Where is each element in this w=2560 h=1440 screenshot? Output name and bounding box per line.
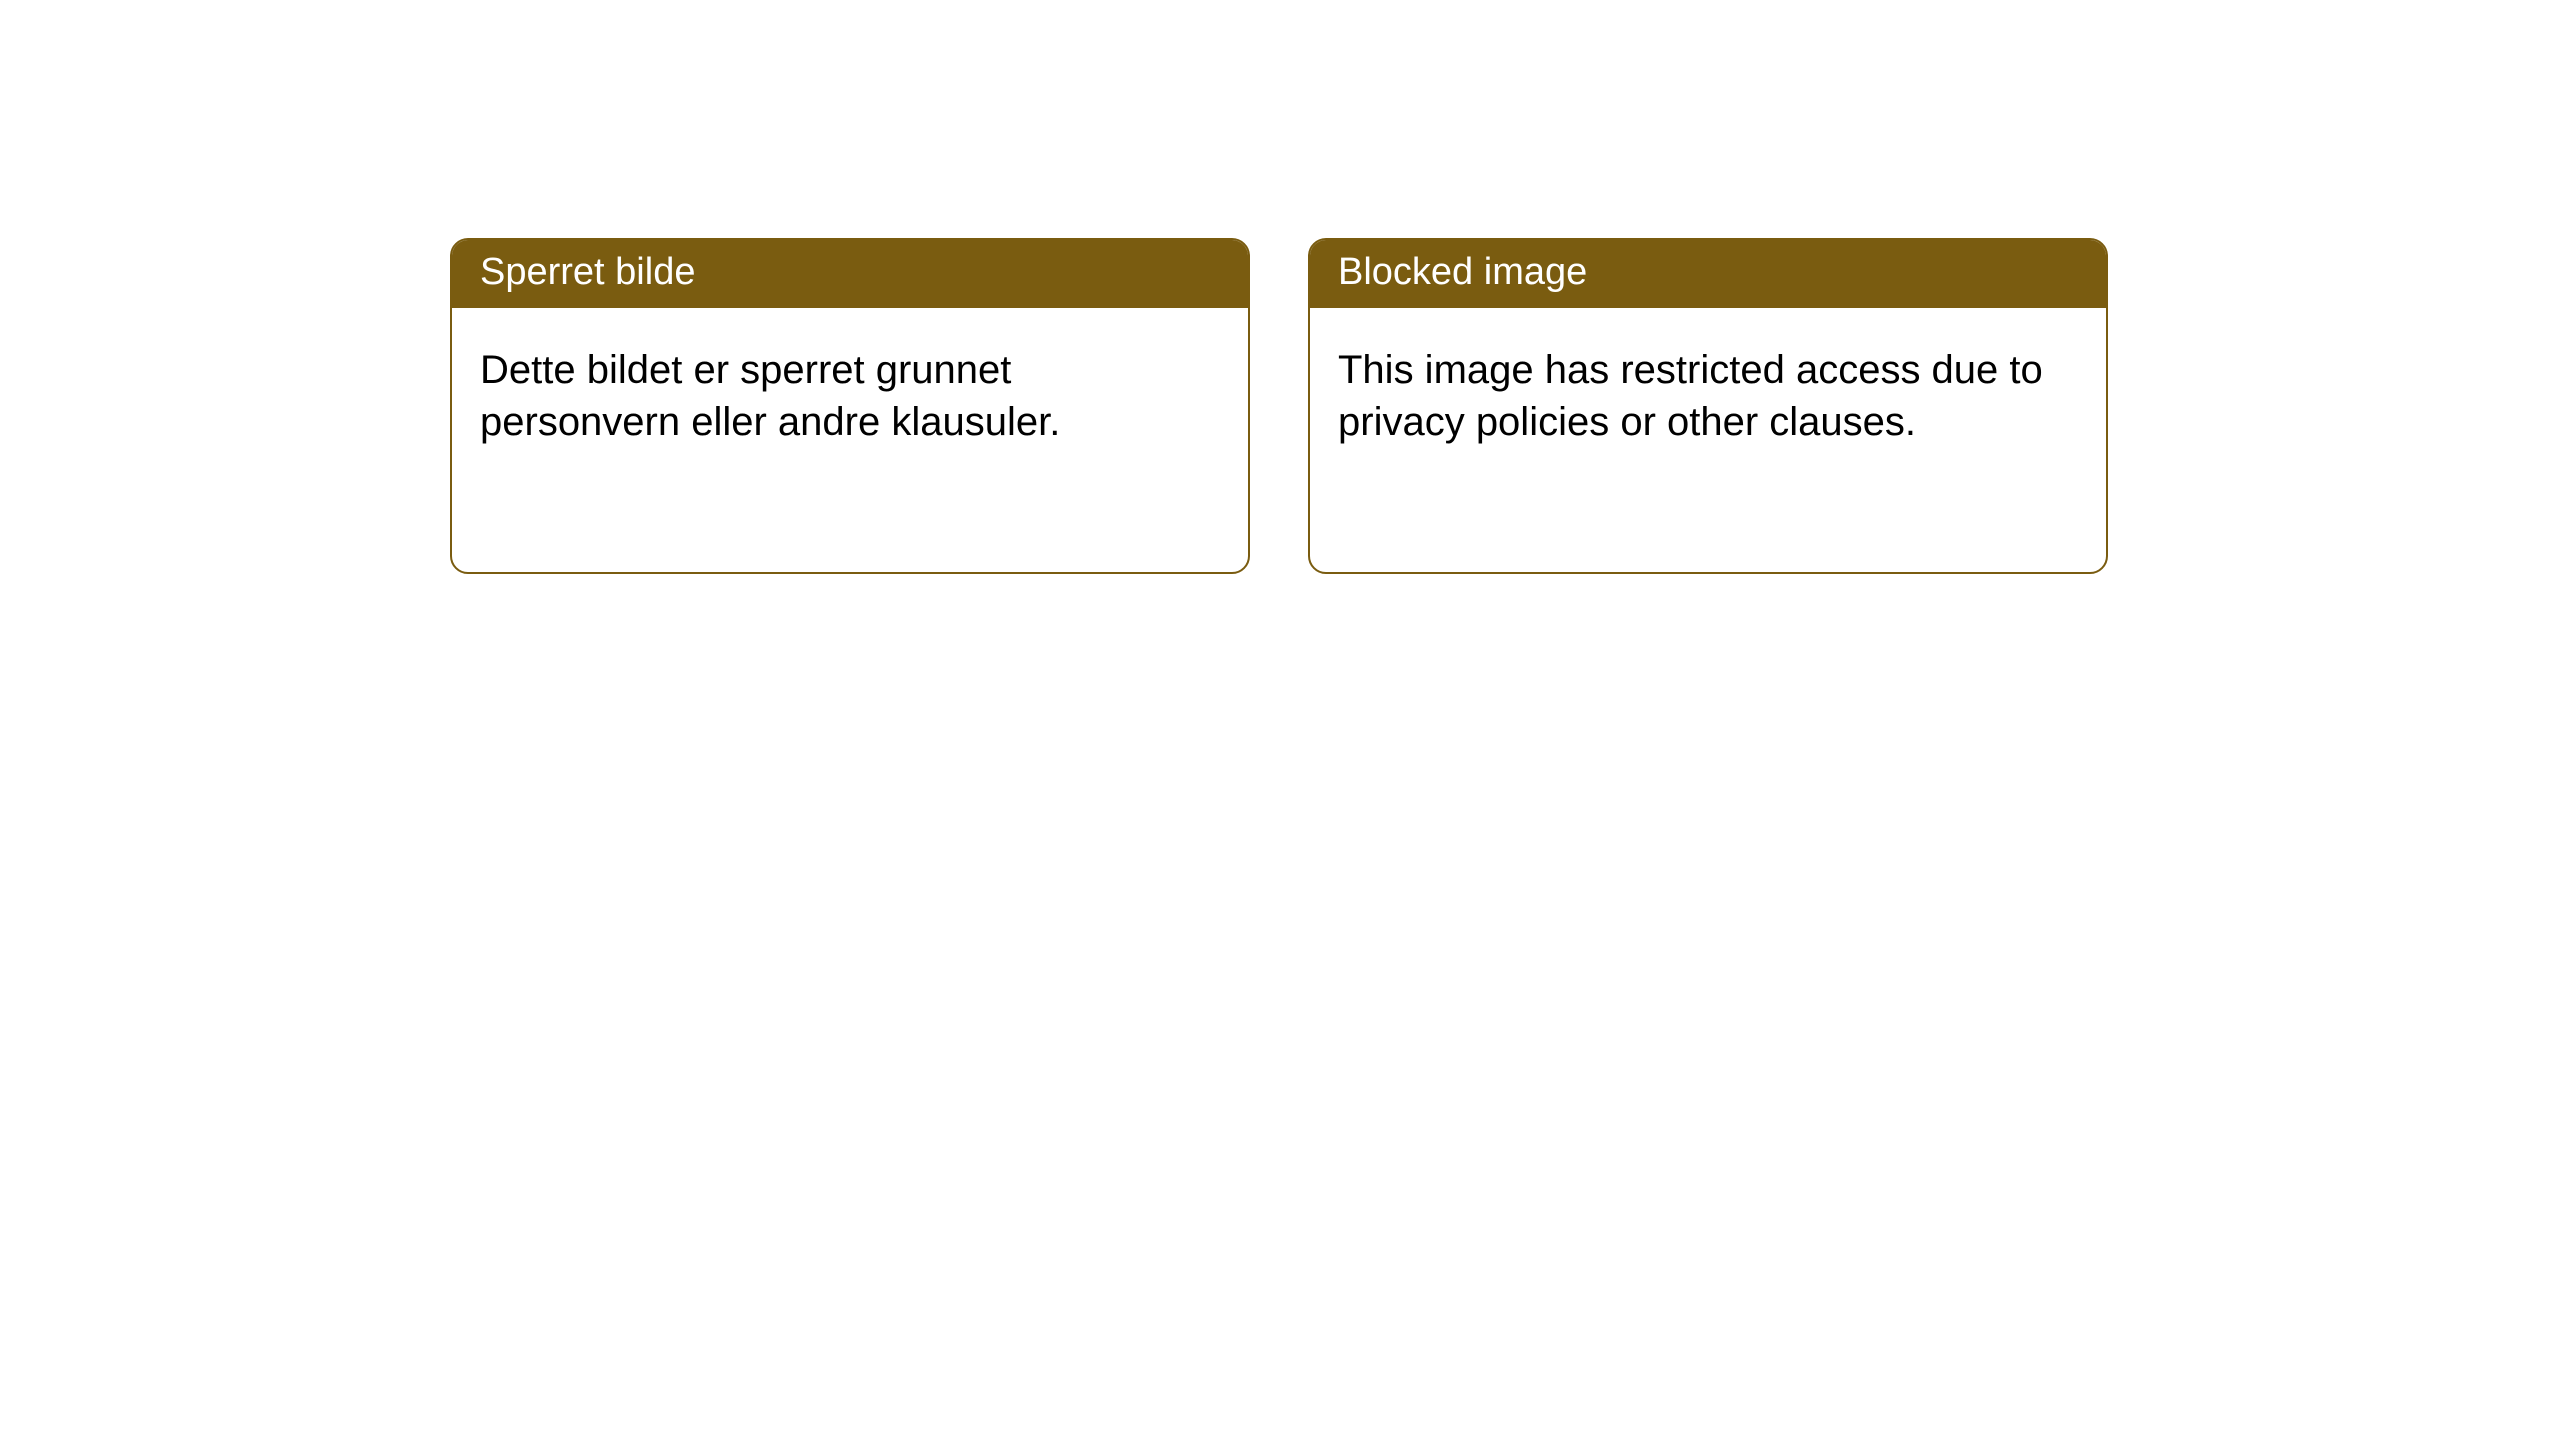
- notice-card-title: Sperret bilde: [452, 240, 1248, 308]
- notice-container: Sperret bilde Dette bildet er sperret gr…: [0, 0, 2560, 574]
- notice-card-body: This image has restricted access due to …: [1310, 308, 2106, 468]
- notice-card-title: Blocked image: [1310, 240, 2106, 308]
- notice-card-english: Blocked image This image has restricted …: [1308, 238, 2108, 574]
- notice-card-body: Dette bildet er sperret grunnet personve…: [452, 308, 1248, 468]
- notice-card-norwegian: Sperret bilde Dette bildet er sperret gr…: [450, 238, 1250, 574]
